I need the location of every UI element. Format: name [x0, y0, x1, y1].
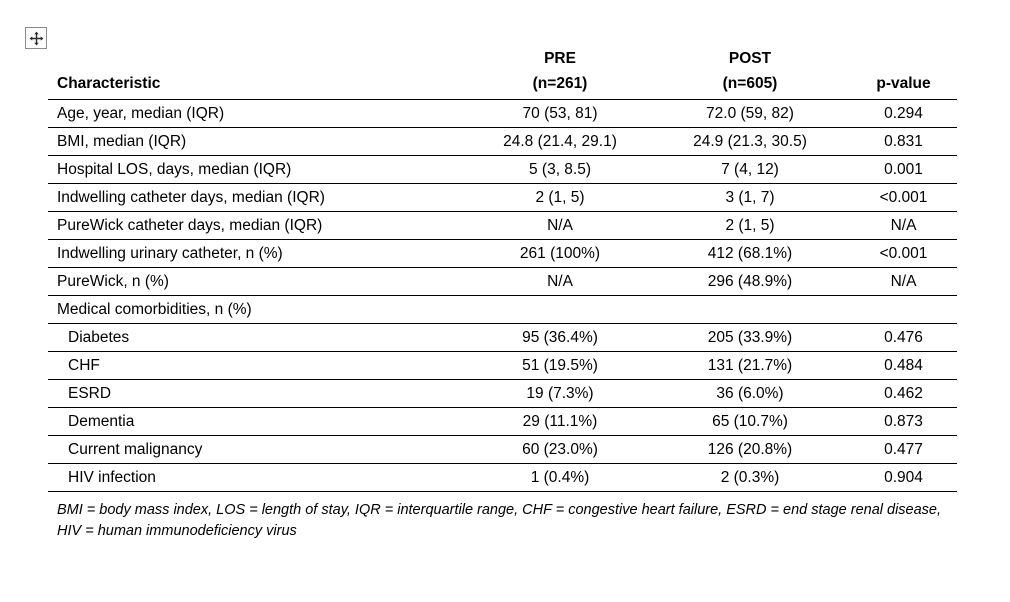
pre-value: 1 (0.4%): [470, 463, 650, 492]
p-value: 0.462: [850, 379, 957, 408]
table-row: PureWick, n (%) N/A 296 (48.9%) N/A: [48, 267, 957, 296]
post-value: 126 (20.8%): [650, 435, 850, 464]
post-n-label: (n=605): [722, 75, 778, 92]
row-label: ESRD: [48, 379, 470, 408]
p-value: 0.904: [850, 463, 957, 492]
table-row: CHF 51 (19.5%) 131 (21.7%) 0.484: [48, 351, 957, 380]
col-header-post: POST (n=605): [650, 46, 850, 100]
pre-value: 5 (3, 8.5): [470, 155, 650, 184]
p-value: N/A: [850, 267, 957, 296]
pre-value: [470, 295, 650, 324]
pre-value: 60 (23.0%): [470, 435, 650, 464]
row-label: BMI, median (IQR): [48, 127, 470, 156]
post-value: [650, 295, 850, 324]
table-row: Dementia 29 (11.1%) 65 (10.7%) 0.873: [48, 407, 957, 436]
pre-value: 19 (7.3%): [470, 379, 650, 408]
table-row: Age, year, median (IQR) 70 (53, 81) 72.0…: [48, 99, 957, 128]
row-label: Age, year, median (IQR): [48, 99, 470, 128]
post-value: 7 (4, 12): [650, 155, 850, 184]
row-label: Indwelling catheter days, median (IQR): [48, 183, 470, 212]
characteristics-table: Characteristic PRE (n=261) POST (n=605) …: [48, 46, 957, 492]
col-header-pvalue: p-value: [850, 46, 957, 100]
table-row: Current malignancy 60 (23.0%) 126 (20.8%…: [48, 435, 957, 464]
p-value: <0.001: [850, 183, 957, 212]
row-label: PureWick catheter days, median (IQR): [48, 211, 470, 240]
row-label: Hospital LOS, days, median (IQR): [48, 155, 470, 184]
table-row: Diabetes 95 (36.4%) 205 (33.9%) 0.476: [48, 323, 957, 352]
pre-n-label: (n=261): [532, 75, 588, 92]
table-row: Hospital LOS, days, median (IQR) 5 (3, 8…: [48, 155, 957, 184]
p-value: <0.001: [850, 239, 957, 268]
table-row: ESRD 19 (7.3%) 36 (6.0%) 0.462: [48, 379, 957, 408]
table-header-row: Characteristic PRE (n=261) POST (n=605) …: [48, 46, 957, 100]
pre-value: 261 (100%): [470, 239, 650, 268]
post-value: 72.0 (59, 82): [650, 99, 850, 128]
p-value: 0.476: [850, 323, 957, 352]
row-label: HIV infection: [48, 463, 470, 492]
pre-value: N/A: [470, 267, 650, 296]
row-label: Diabetes: [48, 323, 470, 352]
characteristic-header-label: Characteristic: [57, 75, 161, 92]
pre-value: N/A: [470, 211, 650, 240]
post-value: 65 (10.7%): [650, 407, 850, 436]
post-value: 2 (1, 5): [650, 211, 850, 240]
p-value: 0.294: [850, 99, 957, 128]
table-row: Indwelling catheter days, median (IQR) 2…: [48, 183, 957, 212]
pre-value: 95 (36.4%): [470, 323, 650, 352]
post-group-label: POST: [728, 50, 772, 67]
post-value: 2 (0.3%): [650, 463, 850, 492]
table-row: Medical comorbidities, n (%): [48, 295, 957, 324]
table-row: PureWick catheter days, median (IQR) N/A…: [48, 211, 957, 240]
row-label: Current malignancy: [48, 435, 470, 464]
p-value: 0.873: [850, 407, 957, 436]
row-label: CHF: [48, 351, 470, 380]
col-header-characteristic: Characteristic: [48, 46, 470, 100]
pre-value: 51 (19.5%): [470, 351, 650, 380]
table-move-handle[interactable]: [25, 27, 47, 49]
pre-group-label: PRE: [544, 50, 576, 67]
table-footnote: BMI = body mass index, LOS = length of s…: [57, 502, 942, 539]
post-value: 296 (48.9%): [650, 267, 850, 296]
pre-value: 70 (53, 81): [470, 99, 650, 128]
table-body: Age, year, median (IQR) 70 (53, 81) 72.0…: [48, 99, 957, 492]
pre-value: 24.8 (21.4, 29.1): [470, 127, 650, 156]
p-value: 0.484: [850, 351, 957, 380]
move-icon: [29, 31, 44, 46]
post-value: 131 (21.7%): [650, 351, 850, 380]
row-label: PureWick, n (%): [48, 267, 470, 296]
p-value: 0.831: [850, 127, 957, 156]
p-value: [850, 295, 957, 324]
post-value: 36 (6.0%): [650, 379, 850, 408]
post-value: 3 (1, 7): [650, 183, 850, 212]
pre-value: 2 (1, 5): [470, 183, 650, 212]
row-label: Dementia: [48, 407, 470, 436]
pre-value: 29 (11.1%): [470, 407, 650, 436]
table-row: HIV infection 1 (0.4%) 2 (0.3%) 0.904: [48, 463, 957, 492]
pvalue-header-label: p-value: [876, 75, 931, 92]
row-label: Indwelling urinary catheter, n (%): [48, 239, 470, 268]
post-value: 205 (33.9%): [650, 323, 850, 352]
p-value: 0.477: [850, 435, 957, 464]
post-value: 412 (68.1%): [650, 239, 850, 268]
table-row: Indwelling urinary catheter, n (%) 261 (…: [48, 239, 957, 268]
p-value: N/A: [850, 211, 957, 240]
row-label: Medical comorbidities, n (%): [48, 295, 470, 324]
post-value: 24.9 (21.3, 30.5): [650, 127, 850, 156]
table-row: BMI, median (IQR) 24.8 (21.4, 29.1) 24.9…: [48, 127, 957, 156]
col-header-pre: PRE (n=261): [470, 46, 650, 100]
p-value: 0.001: [850, 155, 957, 184]
